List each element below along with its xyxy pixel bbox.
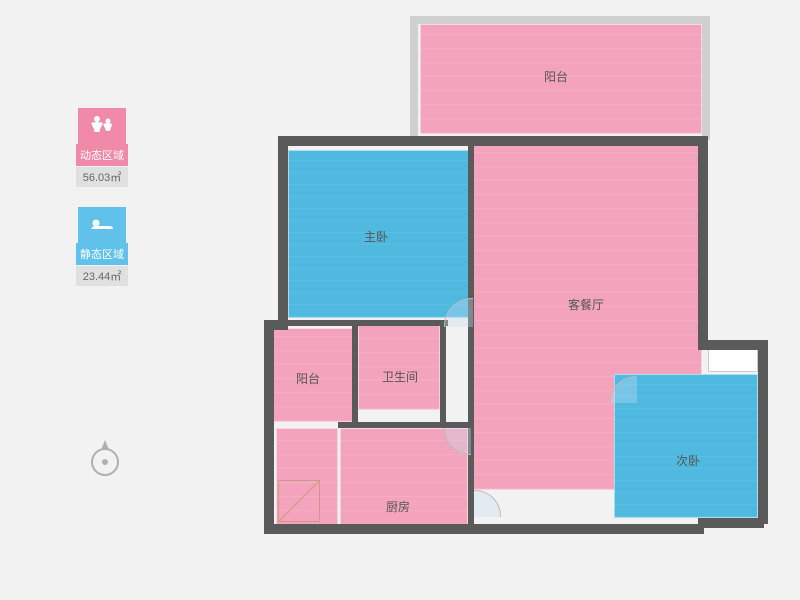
- legend-dynamic-value: 56.03㎡: [76, 167, 128, 187]
- wall: [698, 518, 764, 528]
- room-label-kitchen: 厨房: [386, 498, 410, 515]
- outline: [702, 16, 710, 140]
- room-label-living-dining: 客餐厅: [568, 296, 604, 313]
- wall: [264, 524, 704, 534]
- wall: [698, 340, 764, 350]
- sleep-icon: [78, 207, 126, 243]
- outline: [410, 16, 418, 140]
- wall: [440, 320, 446, 422]
- wall: [352, 320, 358, 424]
- legend-static-value: 23.44㎡: [76, 266, 128, 286]
- wall: [288, 320, 448, 326]
- wall: [278, 136, 708, 146]
- fixture: [278, 480, 320, 522]
- room-label-balcony-top: 阳台: [544, 68, 568, 85]
- room-bathroom: [358, 324, 440, 410]
- people-icon: [78, 108, 126, 144]
- legend: 动态区域 56.03㎡ 静态区域 23.44㎡: [76, 108, 128, 306]
- wall: [698, 136, 708, 344]
- door-arc: [474, 490, 501, 517]
- room-label-balcony-left: 阳台: [296, 370, 320, 387]
- legend-static-label: 静态区域: [76, 243, 128, 265]
- legend-dynamic-label: 动态区域: [76, 144, 128, 166]
- room-label-bathroom: 卫生间: [382, 368, 418, 385]
- wall: [264, 320, 274, 530]
- legend-static: 静态区域 23.44㎡: [76, 207, 128, 286]
- room-label-master-bedroom: 主卧: [364, 228, 388, 245]
- wall: [468, 146, 474, 322]
- room-label-second-bedroom: 次卧: [676, 452, 700, 469]
- compass-icon: [88, 438, 122, 483]
- wall: [758, 340, 768, 524]
- outline: [410, 16, 710, 24]
- legend-dynamic: 动态区域 56.03㎡: [76, 108, 128, 187]
- floorplan: 阳台主卧客餐厅阳台卫生间厨房次卧: [224, 8, 784, 592]
- wall: [278, 136, 288, 326]
